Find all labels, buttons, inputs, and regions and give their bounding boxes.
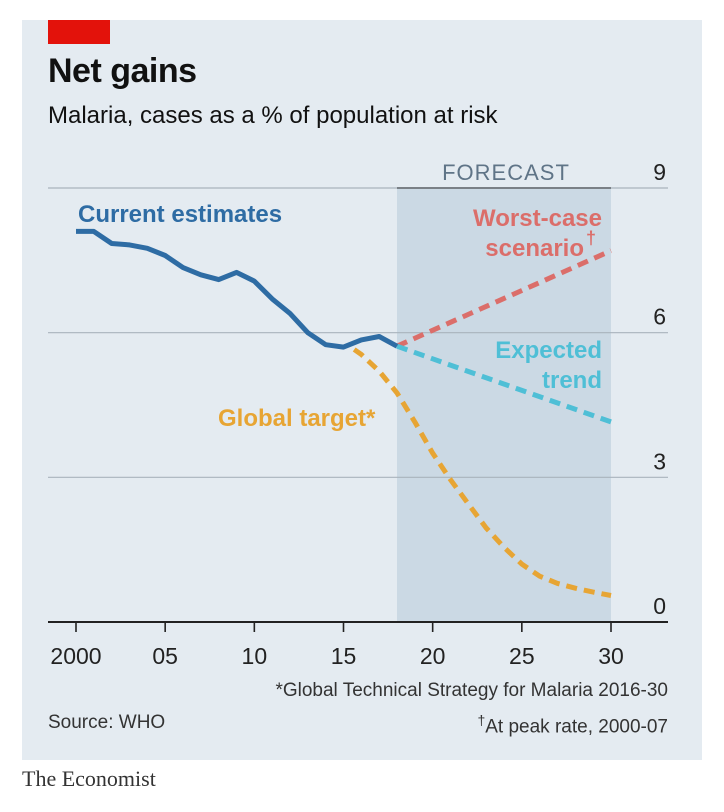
y-axis: 0 3 6 9 xyxy=(653,159,666,619)
footnote-worst-case-text: At peak rate, 2000-07 xyxy=(485,716,668,738)
footnote-global-target: *Global Technical Strategy for Malaria 2… xyxy=(275,680,668,701)
forecast-label: FORECAST xyxy=(442,160,570,185)
x-tick-label: 05 xyxy=(152,643,178,669)
accent-tag xyxy=(48,20,110,44)
gridlines xyxy=(48,187,668,478)
forecast-band xyxy=(397,188,611,622)
y-tick-label: 9 xyxy=(653,159,666,185)
series-line-1 xyxy=(395,248,613,349)
x-tick-label: 30 xyxy=(598,643,624,669)
label-current-estimates: Current estimates xyxy=(78,201,282,228)
y-tick-label: 3 xyxy=(653,448,666,474)
label-worst-case-dagger: † xyxy=(586,228,596,248)
label-expected-line2: trend xyxy=(542,367,602,394)
label-worst-case-line2: scenario xyxy=(485,235,584,262)
x-tick-label: 10 xyxy=(242,643,268,669)
dagger-mark: † xyxy=(477,712,486,728)
label-global-target: Global target* xyxy=(218,405,376,432)
x-tick-label: 2000 xyxy=(50,643,101,669)
x-axis: 2000 05 10 15 20 25 30 xyxy=(48,621,668,669)
chart-title: Net gains xyxy=(48,52,197,90)
brand-logo-text: The Economist xyxy=(22,766,156,791)
footnote-worst-case: †At peak rate, 2000-07 xyxy=(477,712,668,738)
series-line-3 xyxy=(352,347,612,598)
x-tick-label: 15 xyxy=(331,643,357,669)
label-worst-case-line1: Worst-case xyxy=(473,205,602,232)
series-line-2 xyxy=(396,343,612,425)
chart-subtitle: Malaria, cases as a % of population at r… xyxy=(48,102,498,129)
source-note: Source: WHO xyxy=(48,712,166,733)
y-tick-label: 6 xyxy=(653,304,666,330)
x-tick-label: 25 xyxy=(509,643,535,669)
series-line-0 xyxy=(76,228,399,350)
y-tick-label: 0 xyxy=(653,593,666,619)
series-labels: Current estimates Worst-case scenario † Expe… xyxy=(78,201,602,432)
series-lines xyxy=(76,228,613,598)
x-tick-label: 20 xyxy=(420,643,446,669)
label-expected-line1: Expected xyxy=(495,337,602,364)
